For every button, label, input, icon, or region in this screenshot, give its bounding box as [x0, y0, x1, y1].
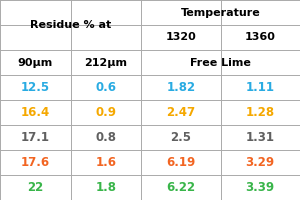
Text: 2.5: 2.5	[170, 131, 191, 144]
Text: Temperature: Temperature	[181, 7, 260, 18]
Text: 6.22: 6.22	[166, 181, 195, 194]
Text: 1.6: 1.6	[95, 156, 116, 169]
Text: 1.11: 1.11	[246, 81, 275, 94]
Text: Residue % at: Residue % at	[30, 20, 111, 30]
Text: 212μm: 212μm	[84, 58, 127, 68]
Text: 90μm: 90μm	[18, 58, 53, 68]
Text: 17.6: 17.6	[21, 156, 50, 169]
Text: 1320: 1320	[165, 32, 196, 43]
Text: 1.8: 1.8	[95, 181, 116, 194]
Text: 17.1: 17.1	[21, 131, 50, 144]
Text: 0.6: 0.6	[95, 81, 116, 94]
Text: 0.8: 0.8	[95, 131, 116, 144]
Text: 3.39: 3.39	[246, 181, 275, 194]
Text: 3.29: 3.29	[246, 156, 275, 169]
Text: 0.9: 0.9	[95, 106, 116, 119]
Text: 2.47: 2.47	[166, 106, 195, 119]
Text: 1.82: 1.82	[166, 81, 195, 94]
Text: 12.5: 12.5	[21, 81, 50, 94]
Text: 6.19: 6.19	[166, 156, 195, 169]
Text: 1.28: 1.28	[246, 106, 275, 119]
Text: 1.31: 1.31	[246, 131, 275, 144]
Text: Free Lime: Free Lime	[190, 58, 251, 68]
Text: 16.4: 16.4	[21, 106, 50, 119]
Text: 22: 22	[27, 181, 44, 194]
Text: 1360: 1360	[245, 32, 276, 43]
